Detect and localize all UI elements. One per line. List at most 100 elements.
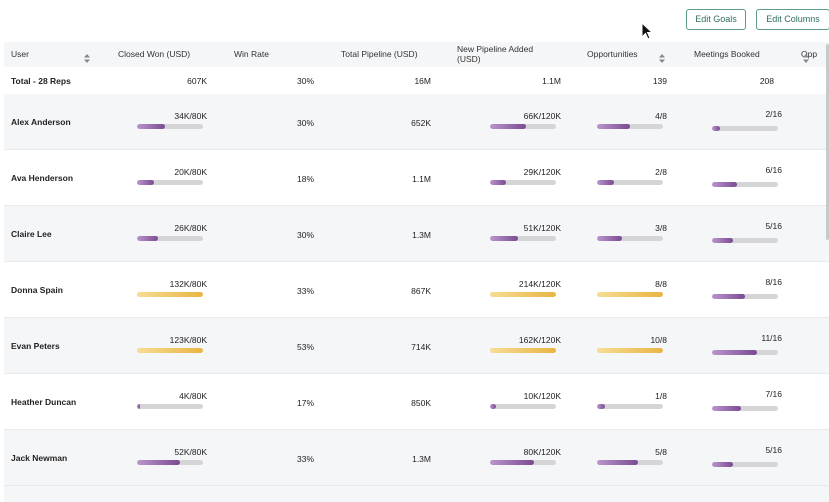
progress-label: 1/8 [655,391,667,401]
progress-track [137,124,203,129]
progress-label: 5/16 [765,221,782,231]
edit-goals-button[interactable]: Edit Goals [686,9,746,30]
value-cell: 714K [411,342,431,352]
progress-bar [137,180,154,185]
progress-label: 162K/120K [518,335,561,345]
progress-track [712,350,778,355]
progress-label: 6/16 [765,165,782,175]
progress-track [597,292,663,297]
progress-bar [712,406,741,411]
table: User Closed Won (USD) Win Rate Total Pipeli… [0,42,829,502]
value-cell: 18% [296,174,314,184]
data-row-partial [4,486,829,502]
progress-bar [490,236,519,241]
progress-bar [597,460,639,465]
progress-label: 10K/120K [523,391,561,401]
progress-bar [712,126,721,131]
edit-columns-button[interactable]: Edit Columns [756,9,829,30]
data-row: Donna Spain 132K/80K 33% 867K 214K/120K 8/8 8/… [4,262,829,318]
user-name: Claire Lee [11,229,52,239]
progress-label: 80K/120K [523,447,561,457]
progress-bar [137,236,159,241]
progress-track [137,348,203,353]
progress-label: 123K/80K [169,335,207,345]
column-header[interactable]: Win Rate [234,49,269,59]
progress-track [490,292,556,297]
total-cell: 16M [414,76,431,86]
sort-icon [803,50,809,63]
scrollbar[interactable] [826,44,829,240]
progress-track [597,404,663,409]
progress-label: 132K/80K [169,279,207,289]
mouse-cursor [641,22,654,40]
progress-track [137,236,203,241]
progress-bar [137,292,203,297]
progress-track [137,292,203,297]
progress-bar [490,404,496,409]
column-header[interactable]: Opp [801,49,818,59]
user-name: Ava Henderson [11,173,74,183]
value-cell: 867K [411,286,431,296]
progress-track [712,238,778,243]
progress-label: 8/16 [765,277,782,287]
progress-label: 29K/120K [523,167,561,177]
user-name: Alex Anderson [11,117,71,127]
header-row: User Closed Won (USD) Win Rate Total Pipeli… [4,42,829,68]
column-header[interactable]: Closed Won (USD) [118,49,191,59]
progress-bar [712,350,758,355]
total-cell: 208 [759,76,774,86]
progress-bar [597,236,622,241]
progress-bar [137,348,203,353]
user-name: Heather Duncan [11,397,77,407]
progress-bar [712,462,733,467]
progress-track [597,236,663,241]
progress-label: 8/8 [655,279,667,289]
column-header[interactable]: Total Pipeline (USD) [341,49,418,59]
progress-label: 10/8 [650,335,667,345]
value-cell: 1.3M [412,230,431,240]
data-row: Jack Newman 52K/80K 33% 1.3M 80K/120K 5/8 5/16 [4,430,829,486]
progress-label: 11/16 [761,333,782,343]
progress-label: 26K/80K [174,223,207,233]
progress-bar [597,292,663,297]
progress-bar [712,182,737,187]
progress-bar [490,180,506,185]
value-cell: 1.1M [412,174,431,184]
total-row: Total - 28 Reps 607K 30% 16M 1.1M 139 208 [4,67,829,95]
progress-label: 66K/120K [523,111,561,121]
progress-label: 5/8 [655,447,667,457]
value-cell: 33% [296,454,314,464]
progress-track [137,460,203,465]
progress-label: 20K/80K [174,167,207,177]
progress-track [490,460,556,465]
progress-bar [712,238,733,243]
progress-bar [597,124,630,129]
value-cell: 1.3M [412,454,431,464]
column-header[interactable]: New Pipeline Added (USD) [457,44,534,64]
progress-label: 7/16 [765,389,782,399]
progress-label: 34K/80K [174,111,207,121]
progress-track [490,404,556,409]
progress-label: 214K/120K [518,279,561,289]
progress-bar [597,180,614,185]
progress-track [597,460,663,465]
total-cell: Total - 28 Reps [11,76,71,86]
value-cell: 652K [411,118,431,128]
total-cell: 30% [296,76,314,86]
progress-track [490,124,556,129]
progress-bar [490,348,556,353]
progress-track [137,404,203,409]
progress-track [137,180,203,185]
value-cell: 30% [296,118,314,128]
column-header[interactable]: Opportunities [587,49,638,59]
column-header[interactable]: Meetings Booked [694,49,760,59]
total-cell: 607K [187,76,207,86]
progress-bar [490,292,556,297]
progress-bar [597,404,606,409]
progress-track [712,294,778,299]
column-header[interactable]: User [11,49,29,59]
user-name: Evan Peters [11,341,60,351]
total-cell: 1.1M [542,76,561,86]
value-cell: 33% [296,286,314,296]
